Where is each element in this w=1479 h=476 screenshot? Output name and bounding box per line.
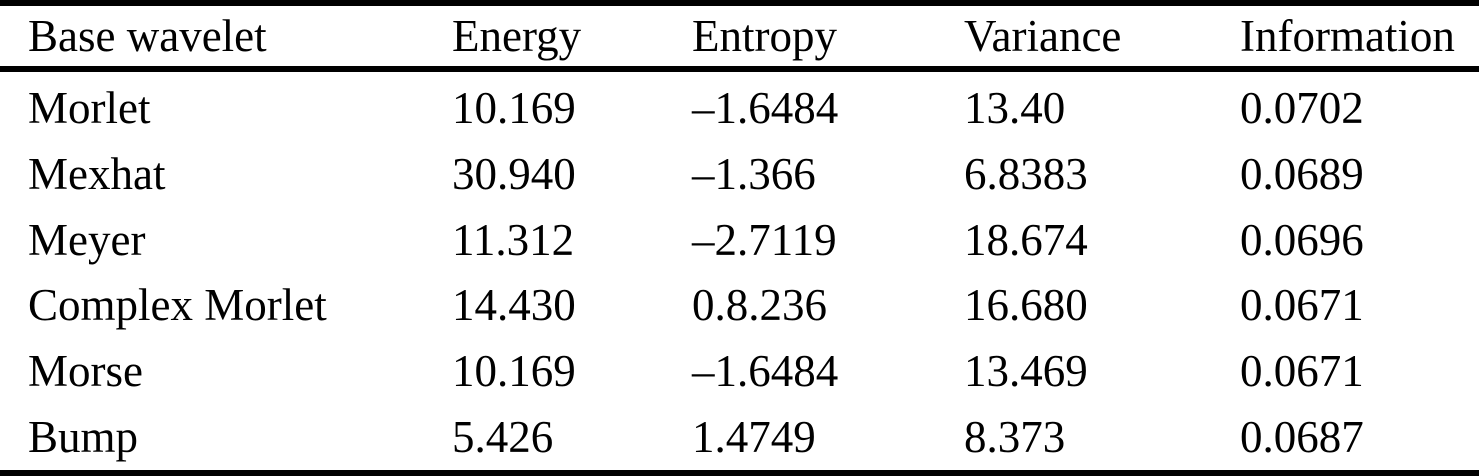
table-row: Morlet 10.169 –1.6484 13.40 0.0702 <box>0 76 1479 142</box>
cell-energy: 11.312 <box>452 214 575 265</box>
cell-information: 0.0702 <box>1240 83 1364 134</box>
cell-energy: 10.169 <box>452 346 576 397</box>
cell-information: 0.0671 <box>1240 280 1364 331</box>
cell-energy: 10.169 <box>452 83 576 134</box>
cell-base-wavelet: Meyer <box>28 214 146 265</box>
table-row: Mexhat 30.940 –1.366 6.8383 0.0689 <box>0 142 1479 208</box>
cell-entropy: –1.366 <box>692 149 816 199</box>
cell-base-wavelet: Complex Morlet <box>28 280 327 331</box>
cell-variance: 13.469 <box>964 346 1088 397</box>
table-top-rule <box>0 0 1479 6</box>
column-header-entropy: Entropy <box>692 10 837 61</box>
cell-base-wavelet: Bump <box>28 411 139 462</box>
cell-entropy: –2.7119 <box>692 214 837 265</box>
column-header-variance: Variance <box>964 10 1122 61</box>
cell-energy: 14.430 <box>452 280 576 331</box>
table-body: Morlet 10.169 –1.6484 13.40 0.0702 Mexha… <box>0 72 1479 470</box>
cell-information: 0.0689 <box>1240 149 1364 199</box>
table-row: Meyer 11.312 –2.7119 18.674 0.0696 <box>0 207 1479 273</box>
cell-information: 0.0696 <box>1240 214 1364 265</box>
cell-entropy: –1.6484 <box>692 346 839 397</box>
cell-variance: 6.8383 <box>964 149 1088 199</box>
table-row: Complex Morlet 14.430 0.8.236 16.680 0.0… <box>0 273 1479 339</box>
cell-base-wavelet: Morlet <box>28 83 151 134</box>
table-bottom-rule <box>0 470 1479 476</box>
table-header-row: Base wavelet Energy Entropy Variance Inf… <box>0 6 1479 66</box>
cell-base-wavelet: Morse <box>28 346 143 397</box>
cell-base-wavelet: Mexhat <box>28 149 166 199</box>
cell-variance: 16.680 <box>964 280 1088 331</box>
cell-variance: 18.674 <box>964 214 1088 265</box>
table-header-rule <box>0 66 1479 72</box>
column-header-information: Information <box>1240 10 1455 61</box>
cell-variance: 13.40 <box>964 83 1066 134</box>
cell-energy: 5.426 <box>452 411 554 462</box>
table-row: Bump 5.426 1.4749 8.373 0.0687 <box>0 404 1479 470</box>
cell-information: 0.0671 <box>1240 346 1364 397</box>
column-header-base-wavelet: Base wavelet <box>28 10 267 61</box>
cell-energy: 30.940 <box>452 149 576 199</box>
column-header-energy: Energy <box>452 10 582 61</box>
cell-entropy: 1.4749 <box>692 411 816 462</box>
cell-variance: 8.373 <box>964 411 1066 462</box>
cell-entropy: 0.8.236 <box>692 280 827 331</box>
cell-entropy: –1.6484 <box>692 83 839 134</box>
table-row: Morse 10.169 –1.6484 13.469 0.0671 <box>0 339 1479 405</box>
cell-information: 0.0687 <box>1240 411 1364 462</box>
